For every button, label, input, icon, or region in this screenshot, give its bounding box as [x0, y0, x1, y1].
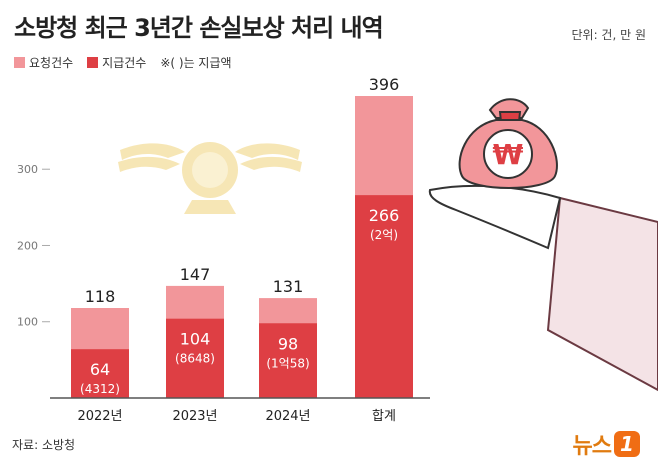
legend-swatch-requested	[14, 57, 25, 68]
unit-note: 단위: 건, 만 원	[571, 28, 646, 42]
legend-label-requested: 요청건수	[29, 56, 74, 70]
legend-note: ※( )는 지급액	[160, 54, 231, 71]
paid-amount-label: (4312)	[80, 382, 120, 396]
bar-paid	[71, 349, 129, 398]
x-category-label: 합계	[372, 409, 396, 424]
hand	[428, 184, 562, 250]
legend-swatch-paid	[87, 57, 99, 68]
x-axis-labels: 2022년 2023년 2024년 합계	[77, 409, 395, 424]
legend-label-paid: 지급건수	[102, 56, 147, 70]
bar-paid	[166, 318, 224, 398]
won-icon: ₩	[493, 138, 524, 171]
legend-item-paid: 지급건수	[87, 54, 146, 71]
value-label-paid: 98	[278, 334, 298, 353]
paid-amount-label: (8648)	[175, 352, 215, 366]
brand-name: 뉴스	[572, 434, 612, 459]
fire-agency-emblem	[118, 142, 302, 214]
paid-amount-label: (1억58)	[266, 356, 309, 370]
legend-note-text: ※( )는 지급액	[160, 56, 232, 70]
value-label-paid: 64	[90, 360, 110, 379]
value-label-requested: 396	[369, 75, 400, 94]
value-label-requested: 118	[85, 287, 116, 306]
value-label-paid: 104	[180, 330, 211, 349]
x-category-label: 2022년	[77, 409, 122, 424]
bar-paid	[355, 195, 413, 398]
bars: 118 64 (4312) 147 104 (8648) 131 98 (1억58) 396 266…	[71, 75, 413, 398]
y-tick-label: 300	[17, 163, 38, 176]
brand-logo: 뉴스 1	[573, 428, 640, 460]
bar-paid	[259, 323, 317, 398]
y-axis: 100 200 300	[17, 163, 50, 329]
x-category-label: 2023년	[172, 409, 217, 424]
coin-circle	[483, 129, 533, 179]
x-category-label: 2024년	[265, 409, 310, 424]
legend-item-requested: 요청건수	[14, 54, 73, 71]
hand-money-illustration: ₩	[428, 98, 658, 392]
sleeve	[546, 196, 658, 392]
source-note: 자료: 소방청	[12, 438, 76, 452]
value-label-requested: 131	[273, 277, 304, 296]
value-label-requested: 147	[180, 265, 211, 284]
value-label-paid: 266	[369, 206, 400, 225]
paid-amount-label: (2억)	[370, 228, 398, 242]
y-tick-label: 200	[17, 239, 38, 252]
brand-badge: 1	[614, 431, 640, 457]
y-tick-label: 100	[17, 316, 38, 329]
chart-title: 소방청 최근 3년간 손실보상 처리 내역	[14, 14, 384, 42]
legend: 요청건수 지급건수 ※( )는 지급액	[14, 54, 246, 71]
